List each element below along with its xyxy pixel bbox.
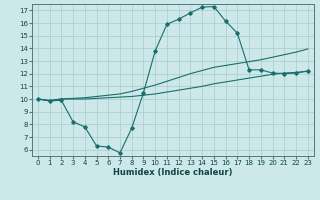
- X-axis label: Humidex (Indice chaleur): Humidex (Indice chaleur): [113, 168, 233, 177]
